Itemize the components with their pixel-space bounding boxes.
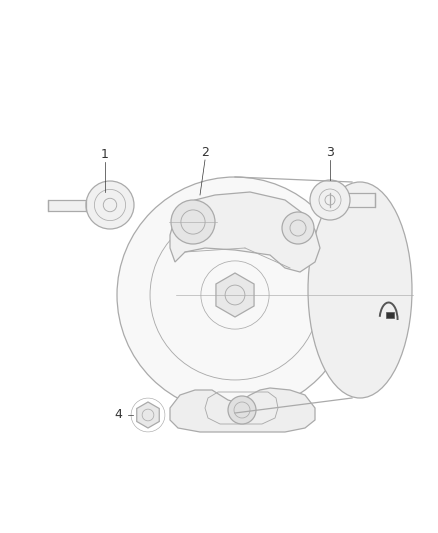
- Text: 4: 4: [114, 408, 122, 422]
- Polygon shape: [137, 402, 159, 428]
- Circle shape: [228, 396, 256, 424]
- Circle shape: [86, 181, 134, 229]
- Circle shape: [310, 180, 350, 220]
- Text: 2: 2: [201, 146, 209, 158]
- FancyBboxPatch shape: [48, 199, 86, 211]
- Ellipse shape: [308, 182, 412, 398]
- Text: 3: 3: [326, 146, 334, 158]
- FancyBboxPatch shape: [386, 312, 394, 318]
- Text: 1: 1: [101, 149, 109, 161]
- Polygon shape: [170, 192, 320, 272]
- Polygon shape: [216, 273, 254, 317]
- FancyBboxPatch shape: [330, 193, 375, 207]
- Polygon shape: [170, 388, 315, 432]
- Circle shape: [282, 212, 314, 244]
- Circle shape: [117, 177, 353, 413]
- Circle shape: [171, 200, 215, 244]
